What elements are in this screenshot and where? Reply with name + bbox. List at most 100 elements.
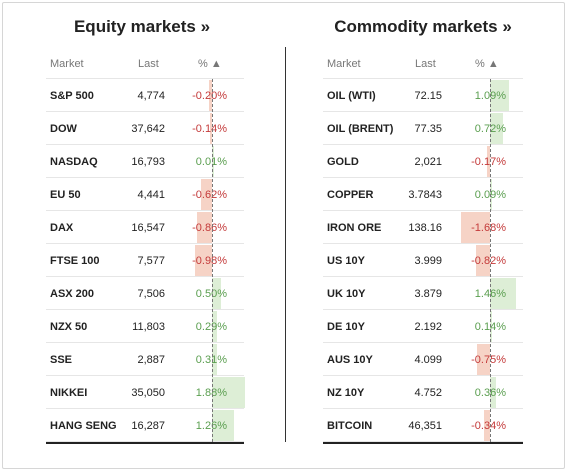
table-row[interactable]: IRON ORE 138.16 -1.68%: [323, 211, 523, 244]
commodity-rows: OIL (WTI) 72.15 1.09% OIL (BRENT) 77.35 0.72%…: [323, 79, 523, 442]
change-bar: [490, 80, 510, 111]
market-name[interactable]: HANG SENG: [50, 420, 117, 432]
market-name[interactable]: DE 10Y: [327, 321, 365, 333]
pct-column-header-sorted[interactable]: % ▲: [475, 58, 499, 70]
last-price: 3.7843: [408, 189, 442, 201]
market-name[interactable]: FTSE 100: [50, 255, 100, 267]
table-row[interactable]: SSE 2,887 0.31%: [46, 343, 244, 376]
last-price: 4,441: [137, 189, 165, 201]
equity-markets-link[interactable]: Equity markets »: [73, 17, 211, 36]
last-price: 72.15: [414, 90, 442, 102]
market-name[interactable]: AUS 10Y: [327, 354, 373, 366]
markets-widget: Equity markets » Market Last % ▲ S&P 500…: [2, 2, 565, 469]
commodity-bottom-rule: [323, 442, 523, 444]
market-name[interactable]: DAX: [50, 222, 74, 234]
percent-change: 1.09%: [474, 90, 506, 102]
last-price: 16,793: [131, 156, 165, 168]
table-row[interactable]: EU 50 4,441 -0.62%: [46, 178, 244, 211]
table-row[interactable]: NZ 10Y 4.752 0.36%: [323, 376, 523, 409]
market-name[interactable]: NIKKEI: [50, 387, 88, 399]
change-bar: [490, 113, 503, 144]
change-bar: [194, 245, 212, 276]
percent-change: 0.31%: [195, 354, 227, 366]
change-bar: [476, 344, 490, 375]
commodity-markets-link[interactable]: Commodity markets »: [334, 17, 512, 36]
table-row[interactable]: AUS 10Y 4.099 -0.75%: [323, 343, 523, 376]
last-price: 3.999: [414, 255, 442, 267]
pct-column-header-sorted[interactable]: % ▲: [198, 58, 222, 70]
last-price: 16,547: [131, 222, 165, 234]
last-price: 11,803: [132, 321, 165, 333]
percent-change: -0.82%: [471, 255, 506, 267]
last-price: 4.099: [414, 354, 442, 366]
last-column-header[interactable]: Last: [138, 58, 159, 70]
percent-change: 1.46%: [474, 288, 506, 300]
table-row[interactable]: ASX 200 7,506 0.50%: [46, 277, 244, 310]
market-name[interactable]: SSE: [50, 354, 73, 366]
change-bar: [212, 278, 221, 309]
change-bar: [212, 146, 214, 177]
change-bar: [475, 245, 490, 276]
last-price: 4.752: [414, 387, 442, 399]
panel-divider: [285, 47, 286, 442]
table-row[interactable]: OIL (BRENT) 77.35 0.72%: [323, 112, 523, 145]
percent-change: -0.34%: [471, 420, 506, 432]
market-name[interactable]: COPPER: [327, 189, 374, 201]
last-price: 2.192: [414, 321, 442, 333]
market-column-header[interactable]: Market: [50, 58, 84, 70]
table-row[interactable]: S&P 500 4,774 -0.20%: [46, 79, 244, 112]
table-row[interactable]: HANG SENG 16,287 1.26%: [46, 409, 244, 442]
percent-change: -0.14%: [192, 123, 227, 135]
percent-change: -0.20%: [192, 90, 227, 102]
table-row[interactable]: DE 10Y 2.192 0.14%: [323, 310, 523, 343]
last-price: 46,351: [408, 420, 442, 432]
market-column-header[interactable]: Market: [327, 58, 361, 70]
market-name[interactable]: OIL (BRENT): [327, 123, 394, 135]
change-bar: [208, 80, 212, 111]
table-row[interactable]: GOLD 2,021 -0.17%: [323, 145, 523, 178]
market-name[interactable]: GOLD: [327, 156, 359, 168]
commodity-zero-line: [490, 79, 491, 442]
last-column-header[interactable]: Last: [415, 58, 436, 70]
table-row[interactable]: DAX 16,547 -0.86%: [46, 211, 244, 244]
percent-change: 1.88%: [195, 387, 227, 399]
percent-change: 0.29%: [195, 321, 227, 333]
change-bar: [196, 212, 212, 243]
equity-table-header: Market Last % ▲: [46, 53, 244, 79]
table-row[interactable]: UK 10Y 3.879 1.46%: [323, 277, 523, 310]
table-row[interactable]: US 10Y 3.999 -0.82%: [323, 244, 523, 277]
table-row[interactable]: NASDAQ 16,793 0.01%: [46, 145, 244, 178]
percent-change: 0.01%: [195, 156, 227, 168]
commodity-table-header: Market Last % ▲: [323, 53, 523, 79]
market-name[interactable]: UK 10Y: [327, 288, 366, 300]
market-name[interactable]: ASX 200: [50, 288, 95, 300]
table-row[interactable]: FTSE 100 7,577 -0.98%: [46, 244, 244, 277]
table-row[interactable]: BITCOIN 46,351 -0.34%: [323, 409, 523, 442]
last-price: 77.35: [414, 123, 442, 135]
percent-change: -0.62%: [192, 189, 227, 201]
market-name[interactable]: DOW: [50, 123, 77, 135]
market-name[interactable]: S&P 500: [50, 90, 94, 102]
table-row[interactable]: DOW 37,642 -0.14%: [46, 112, 244, 145]
market-name[interactable]: NZ 10Y: [327, 387, 365, 399]
market-name[interactable]: IRON ORE: [327, 222, 382, 234]
percent-change: -0.17%: [471, 156, 506, 168]
market-name[interactable]: OIL (WTI): [327, 90, 376, 102]
market-name[interactable]: NZX 50: [50, 321, 88, 333]
change-bar: [212, 377, 245, 408]
market-name[interactable]: EU 50: [50, 189, 81, 201]
table-row[interactable]: OIL (WTI) 72.15 1.09%: [323, 79, 523, 112]
last-price: 16,287: [131, 420, 165, 432]
change-bar: [460, 212, 490, 243]
table-row[interactable]: COPPER 3.7843 0.09%: [323, 178, 523, 211]
change-bar: [490, 311, 493, 342]
last-price: 2,887: [137, 354, 165, 366]
table-row[interactable]: NIKKEI 35,050 1.88%: [46, 376, 245, 409]
market-name[interactable]: US 10Y: [327, 255, 365, 267]
percent-change: 1.26%: [195, 420, 227, 432]
percent-change: -1.68%: [471, 222, 506, 234]
market-name[interactable]: NASDAQ: [50, 156, 98, 168]
percent-change: 0.36%: [474, 387, 506, 399]
table-row[interactable]: NZX 50 11,803 0.29%: [46, 310, 244, 343]
market-name[interactable]: BITCOIN: [327, 420, 373, 432]
